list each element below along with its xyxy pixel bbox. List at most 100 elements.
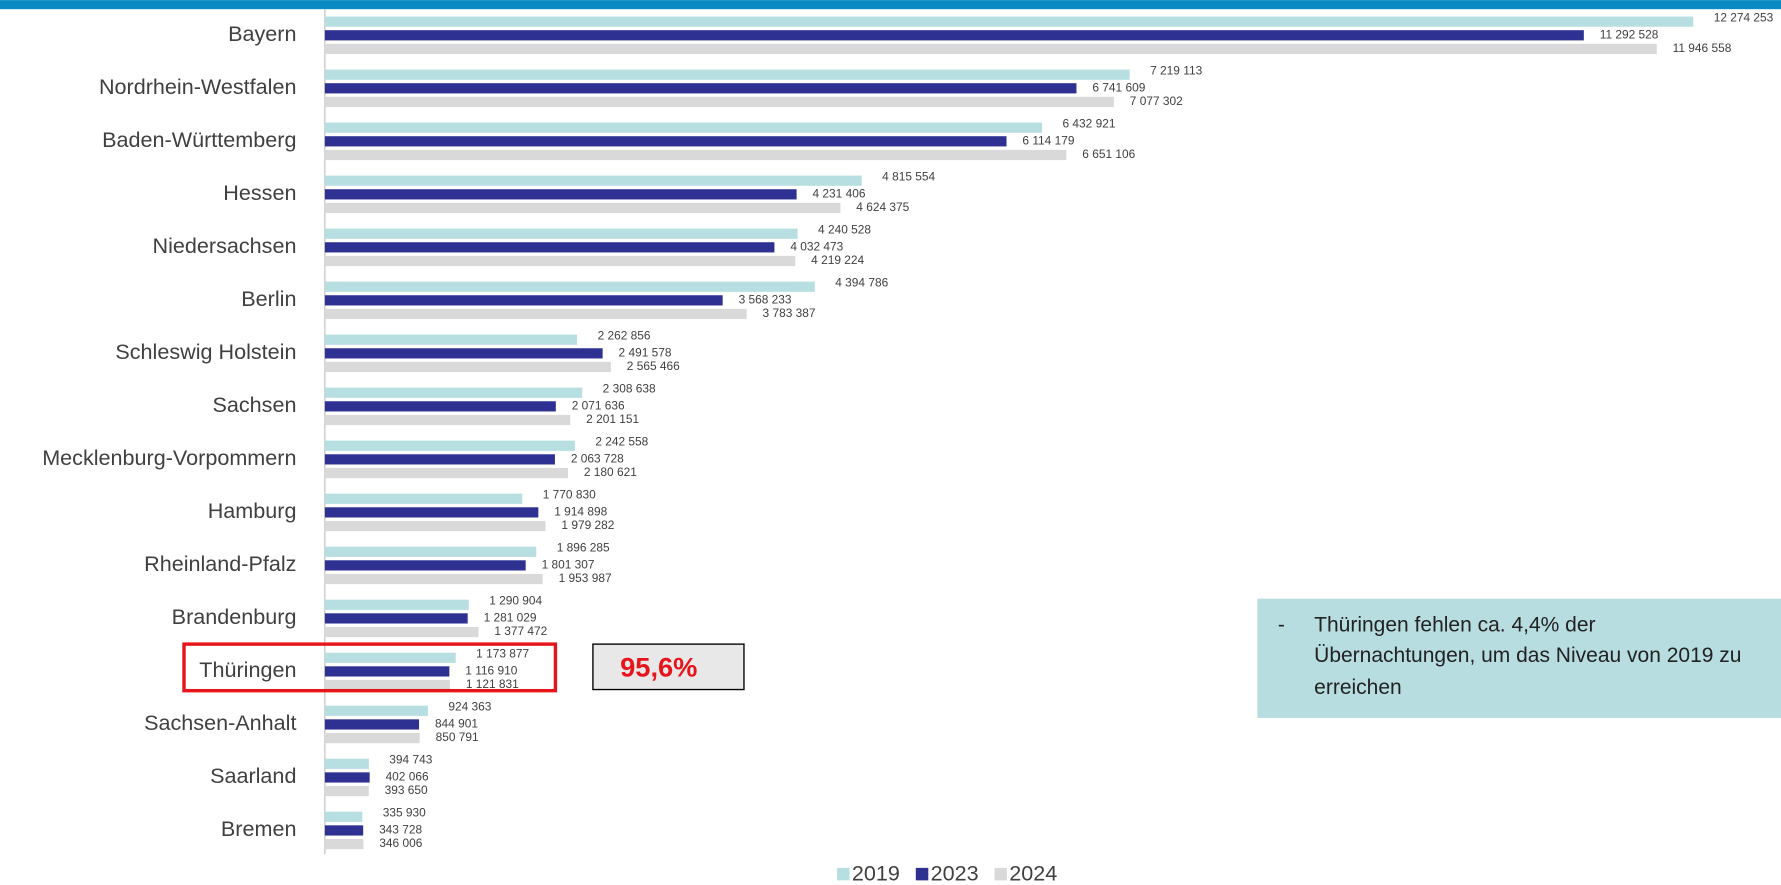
value-label: 346 006 xyxy=(379,836,422,850)
value-label: 1 953 987 xyxy=(559,571,612,585)
category-label: Berlin xyxy=(241,286,296,311)
value-label: 850 791 xyxy=(436,730,479,744)
value-label: 2 071 636 xyxy=(572,399,625,413)
value-label: 1 914 898 xyxy=(554,505,607,519)
bar xyxy=(324,43,1657,55)
value-label: 11 946 558 xyxy=(1673,41,1732,55)
category-label: Bayern xyxy=(228,21,296,46)
category-label: Saarland xyxy=(210,763,296,788)
bar xyxy=(324,387,583,398)
bar xyxy=(324,348,603,359)
annotation-box xyxy=(1257,598,1781,718)
value-label: 2 242 558 xyxy=(595,434,648,448)
legend-swatch xyxy=(837,867,850,881)
value-label: 2 308 638 xyxy=(603,381,656,395)
value-label: 1 121 831 xyxy=(466,677,519,691)
value-label: 335 930 xyxy=(383,806,426,820)
category-label: Thüringen xyxy=(199,657,296,682)
annotation-bullet: - xyxy=(1278,613,1285,636)
bar xyxy=(324,96,1114,108)
category-label: Mecklenburg-Vorpommern xyxy=(42,445,296,470)
bar xyxy=(324,732,420,744)
value-label: 3 568 233 xyxy=(739,293,792,307)
value-label: 11 292 528 xyxy=(1600,27,1659,41)
top-band xyxy=(0,0,1781,10)
bar xyxy=(324,255,796,267)
bar xyxy=(324,30,1584,41)
bar xyxy=(324,83,1077,94)
value-label: 924 363 xyxy=(448,700,491,714)
bar xyxy=(324,679,450,691)
annotation-line: Thüringen fehlen ca. 4,4% der xyxy=(1314,613,1595,636)
bar xyxy=(324,242,775,253)
value-label: 2 565 466 xyxy=(627,359,680,373)
value-label: 1 377 472 xyxy=(494,624,547,638)
annotation-line: erreichen xyxy=(1314,676,1402,699)
bar xyxy=(324,361,611,373)
category-label: Brandenburg xyxy=(172,604,297,629)
value-label: 6 432 921 xyxy=(1062,116,1115,130)
value-label: 1 896 285 xyxy=(557,541,610,555)
bar xyxy=(324,785,369,797)
value-label: 12 274 253 xyxy=(1714,10,1774,24)
bar xyxy=(324,189,797,200)
bar xyxy=(324,758,369,769)
value-label: 2 201 151 xyxy=(586,412,639,426)
value-label: 4 815 554 xyxy=(882,169,935,183)
bar xyxy=(324,652,456,663)
bar xyxy=(324,546,537,557)
category-label: Bremen xyxy=(221,816,297,841)
value-label: 4 240 528 xyxy=(818,222,871,236)
bar xyxy=(324,573,543,585)
value-label: 1 173 877 xyxy=(476,647,529,661)
bar xyxy=(324,401,556,412)
bar xyxy=(324,825,364,836)
bar xyxy=(324,666,450,677)
value-label: 6 651 106 xyxy=(1082,147,1135,161)
bar xyxy=(324,811,363,822)
bar xyxy=(324,613,468,624)
category-label: Niedersachsen xyxy=(153,233,297,258)
value-label: 2 491 578 xyxy=(619,346,672,360)
highlight-label: 95,6% xyxy=(620,651,697,682)
value-label: 2 180 621 xyxy=(584,465,637,479)
bar xyxy=(324,202,841,214)
annotation-line: Übernachtungen, um das Niveau von 2019 z… xyxy=(1314,644,1741,667)
bar xyxy=(324,520,546,532)
value-label: 4 624 375 xyxy=(856,200,909,214)
value-label: 2 063 728 xyxy=(571,452,624,466)
value-label: 1 979 282 xyxy=(561,518,614,532)
bar xyxy=(324,626,479,638)
legend-label: 2023 xyxy=(931,860,979,885)
value-label: 343 728 xyxy=(379,823,422,837)
bar xyxy=(324,454,555,465)
value-label: 393 650 xyxy=(385,783,428,797)
category-label: Rheinland-Pfalz xyxy=(144,551,296,576)
bar xyxy=(324,772,370,783)
value-label: 6 114 179 xyxy=(1022,133,1074,147)
bar xyxy=(324,467,568,479)
value-label: 3 783 387 xyxy=(763,306,816,320)
category-label: Sachsen xyxy=(212,392,296,417)
bar xyxy=(324,719,420,730)
legend-swatch xyxy=(915,867,929,881)
bar xyxy=(324,838,364,850)
bar xyxy=(324,334,578,345)
value-label: 2 262 856 xyxy=(598,328,651,342)
value-label: 402 066 xyxy=(386,770,429,784)
value-label: 394 743 xyxy=(389,753,432,767)
bar xyxy=(324,16,1694,27)
category-label: Sachsen-Anhalt xyxy=(144,710,296,735)
bar xyxy=(324,414,571,426)
bar xyxy=(324,493,523,504)
bar xyxy=(324,705,428,716)
annotation: - Thüringen fehlen ca. 4,4% der Übernach… xyxy=(1278,613,1742,698)
bar xyxy=(324,295,723,306)
bar xyxy=(324,149,1067,161)
bar xyxy=(324,228,798,239)
bar xyxy=(324,440,575,451)
bar xyxy=(324,69,1130,80)
highlight-frame xyxy=(182,642,558,693)
value-label: 4 394 786 xyxy=(835,275,888,289)
value-label: 4 032 473 xyxy=(790,239,843,253)
